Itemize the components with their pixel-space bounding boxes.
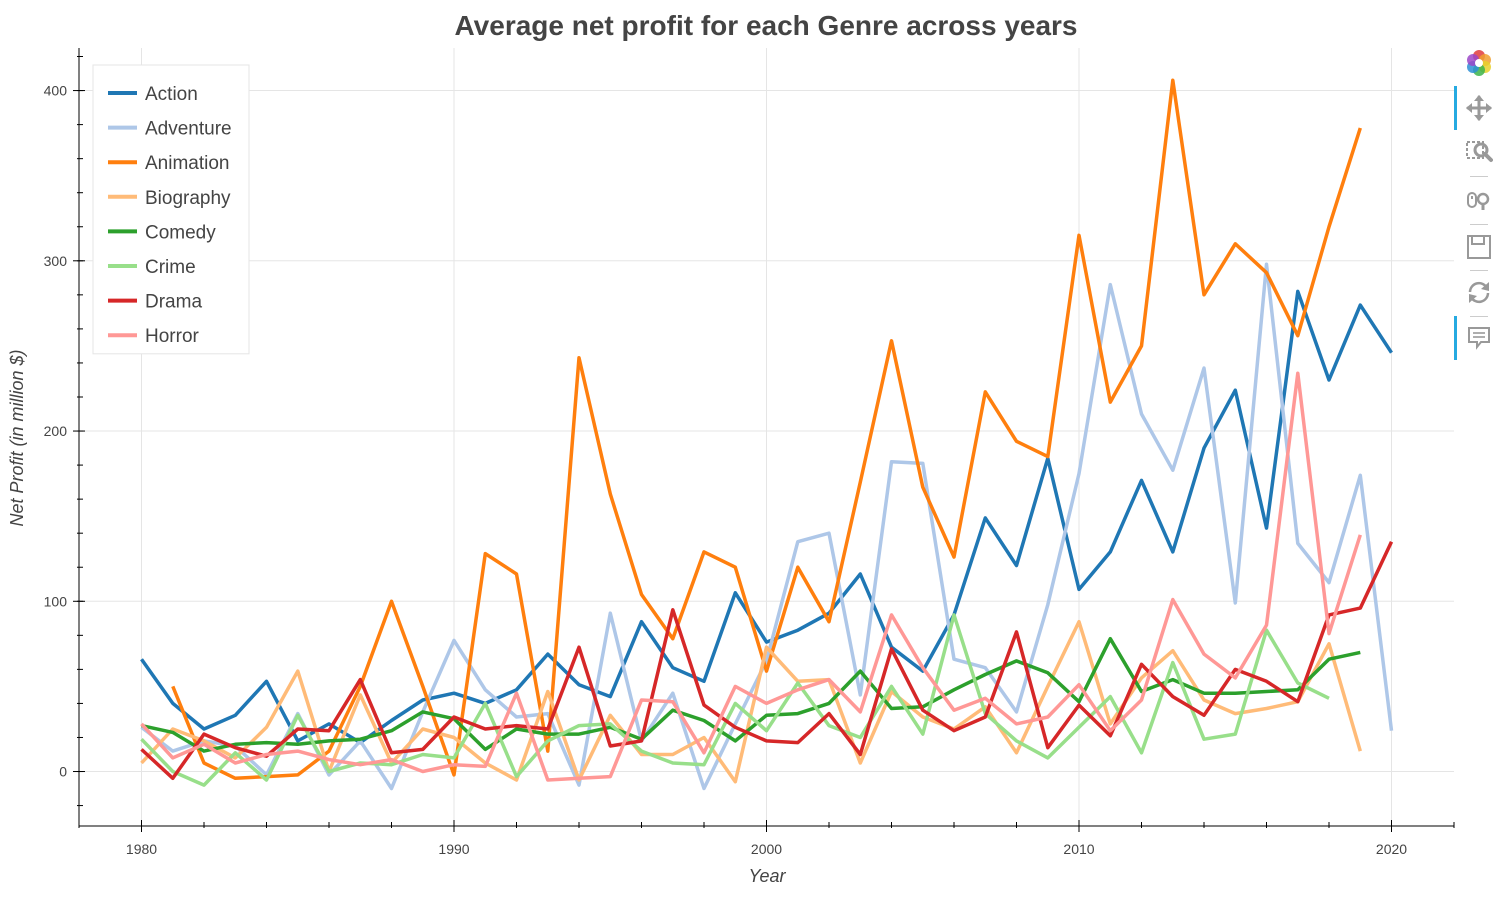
toolbar-separator	[1470, 316, 1488, 317]
x-tick-label: 2010	[1063, 841, 1094, 857]
pan-icon[interactable]	[1464, 93, 1494, 123]
y-tick-label: 0	[59, 764, 67, 780]
toolbar-separator	[1470, 224, 1488, 225]
bokeh-logo-icon[interactable]	[1464, 48, 1494, 78]
x-tick-label: 2000	[751, 841, 782, 857]
pan-active-indicator	[1454, 86, 1457, 130]
reset-icon[interactable]	[1464, 277, 1494, 307]
wheel-zoom-icon[interactable]	[1464, 185, 1494, 215]
toolbar	[1452, 44, 1504, 374]
hover-active-indicator	[1454, 316, 1457, 360]
x-tick-label: 1990	[438, 841, 469, 857]
toolbar-separator	[1470, 270, 1488, 271]
series-line-horror	[140, 371, 1362, 782]
axes: 0 100 200 300 400 1980 1990 2000 2010 2020	[44, 48, 1455, 857]
series-line-crime	[140, 613, 1330, 787]
save-icon[interactable]	[1464, 232, 1494, 262]
series-line-animation	[171, 78, 1362, 781]
grid	[79, 48, 1454, 826]
series-line-drama	[140, 540, 1394, 781]
legend-label: Adventure	[145, 119, 232, 140]
y-tick-label: 400	[44, 83, 68, 99]
legend-label: Comedy	[145, 222, 216, 243]
legend-label: Horror	[145, 326, 200, 347]
legend-label: Animation	[145, 153, 230, 174]
x-tick-label: 2020	[1376, 841, 1407, 857]
y-tick-label: 300	[44, 253, 68, 269]
chart-title: Average net profit for each Genre across…	[455, 10, 1078, 41]
x-tick-label: 1980	[126, 841, 157, 857]
series-lines	[140, 78, 1394, 791]
legend-label: Action	[145, 84, 198, 105]
legend-label: Biography	[145, 188, 231, 209]
legend-box	[92, 64, 250, 355]
series-line-adventure	[140, 262, 1394, 791]
y-tick-label: 100	[44, 593, 68, 609]
box-zoom-icon[interactable]	[1464, 137, 1494, 167]
hover-icon[interactable]	[1464, 323, 1494, 353]
legend: Action Adventure Animation Biography Comedy C…	[92, 64, 250, 355]
series-line-biography	[140, 619, 1362, 784]
toolbar-separator	[1470, 176, 1488, 177]
y-axis-label: Net Profit (in million $)	[7, 349, 27, 526]
x-axis-label: Year	[748, 866, 786, 886]
legend-label: Drama	[145, 292, 202, 313]
y-tick-label: 200	[44, 423, 68, 439]
series-line-comedy	[141, 636, 1361, 753]
series-line-action	[140, 289, 1393, 745]
legend-label: Crime	[145, 257, 196, 278]
